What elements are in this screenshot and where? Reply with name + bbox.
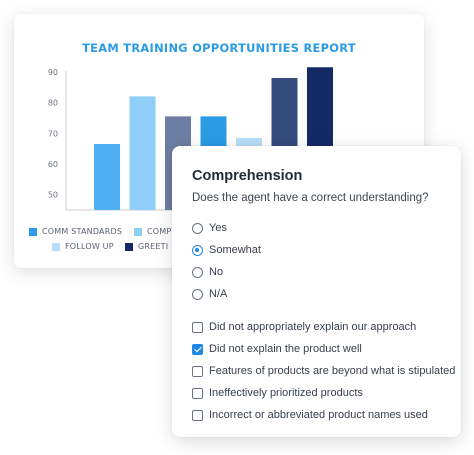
legend-label: GREETI xyxy=(138,242,169,251)
checkbox-label: Incorrect or abbreviated product names u… xyxy=(209,409,428,421)
legend-swatch xyxy=(29,227,37,236)
y-tick-label: 90 xyxy=(48,68,58,77)
checkbox-option-explain-approach[interactable]: Did not appropriately explain our approa… xyxy=(192,321,416,333)
checkbox-option-features-beyond[interactable]: Features of products are beyond what is … xyxy=(192,365,455,377)
legend-label: FOLLOW UP xyxy=(65,242,114,251)
checkbox-label: Did not appropriately explain our approa… xyxy=(209,321,417,333)
legend-item-comm-standards: COMM STANDARDS xyxy=(29,227,122,236)
bar-2 xyxy=(129,96,156,210)
legend-swatch xyxy=(52,242,60,251)
legend-item-greeting: GREETI xyxy=(125,242,168,251)
checkbox-icon[interactable] xyxy=(192,321,203,333)
radio-option-na[interactable]: N/A xyxy=(192,288,227,300)
y-tick-label: 80 xyxy=(48,99,58,108)
comprehension-question-card: Comprehension Does the agent have a corr… xyxy=(172,146,461,437)
legend-swatch xyxy=(134,227,142,236)
checkbox-option-product-names[interactable]: Incorrect or abbreviated product names u… xyxy=(192,409,428,421)
checkbox-option-prioritized[interactable]: Ineffectively prioritized products xyxy=(192,387,363,399)
question-title: Comprehension xyxy=(192,168,303,184)
radio-option-somewhat[interactable]: Somewhat xyxy=(192,244,261,256)
radio-label: No xyxy=(209,266,224,278)
radio-label: Yes xyxy=(209,222,227,234)
radio-circle-icon[interactable] xyxy=(192,288,203,300)
checkbox-label: Features of products are beyond what is … xyxy=(209,365,456,377)
checkbox-label: Ineffectively prioritized products xyxy=(209,387,363,399)
bar-1 xyxy=(94,143,120,210)
chart-title: TEAM TRAINING OPPORTUNITIES REPORT xyxy=(82,41,356,55)
checkbox-checked-icon[interactable] xyxy=(192,343,203,355)
radio-option-yes[interactable]: Yes xyxy=(192,222,227,234)
legend-label: COMM STANDARDS xyxy=(42,227,123,236)
checkbox-icon[interactable] xyxy=(192,365,203,377)
checkbox-label: Did not explain the product well xyxy=(209,343,362,355)
legend-item-comp: COMP xyxy=(134,227,171,236)
legend-swatch xyxy=(125,242,133,251)
radio-option-no[interactable]: No xyxy=(192,266,223,278)
checkbox-icon[interactable] xyxy=(192,387,203,399)
radio-circle-icon[interactable] xyxy=(192,222,203,234)
radio-label: Somewhat xyxy=(209,244,261,256)
checkbox-option-explain-product[interactable]: Did not explain the product well xyxy=(192,343,362,355)
radio-label: N/A xyxy=(209,288,228,300)
y-tick-label: 50 xyxy=(48,191,58,200)
radio-selected-icon[interactable] xyxy=(192,244,203,256)
y-tick-label: 70 xyxy=(48,129,58,138)
legend-item-follow-up: FOLLOW UP xyxy=(52,242,114,251)
y-tick-label: 60 xyxy=(48,160,58,169)
legend-label: COMP xyxy=(147,227,172,236)
checkbox-icon[interactable] xyxy=(192,409,203,421)
question-prompt: Does the agent have a correct understand… xyxy=(192,192,429,204)
radio-circle-icon[interactable] xyxy=(192,266,203,278)
